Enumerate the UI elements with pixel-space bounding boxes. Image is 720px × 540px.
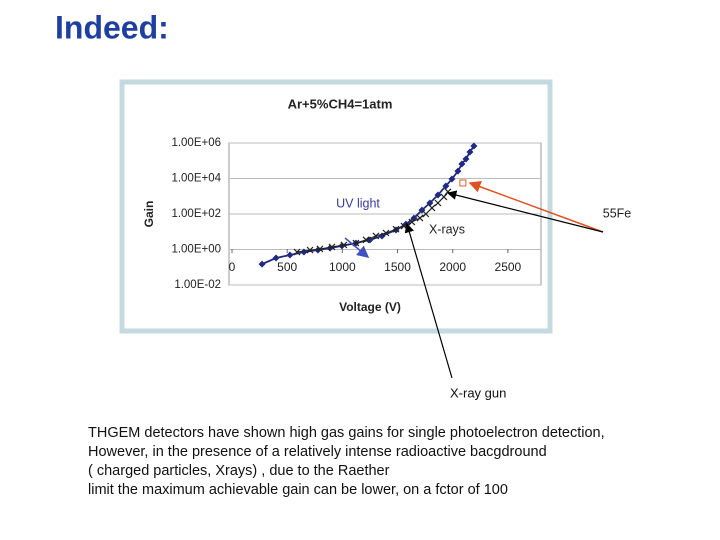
- x-tick-label: 1000: [329, 260, 356, 274]
- point: [466, 148, 474, 156]
- body-line: THGEM detectors have shown high gas gain…: [88, 425, 605, 441]
- chart-title: Ar+5%CH4=1atm: [288, 96, 393, 111]
- y-tick-label: 1.00E+04: [171, 173, 221, 185]
- point: [340, 241, 348, 249]
- heading: Indeed:: [55, 9, 169, 45]
- point: [454, 167, 462, 175]
- annotation: X-ray gun: [450, 385, 506, 400]
- point: [372, 232, 380, 240]
- point: [416, 214, 424, 222]
- point: [328, 243, 336, 251]
- point: [434, 191, 442, 199]
- point: [272, 254, 280, 262]
- point: [448, 175, 456, 183]
- y-tick-label: 1.00E+00: [171, 244, 221, 256]
- x-tick-label: 2000: [439, 260, 466, 274]
- point: [458, 160, 466, 168]
- point: [442, 182, 450, 190]
- point: [422, 210, 430, 218]
- point: [293, 248, 301, 256]
- point: [316, 245, 324, 253]
- series-label: X-rays: [429, 222, 465, 236]
- y-tick-label: 1.00E+02: [171, 208, 221, 220]
- series-label: 55Fe: [603, 206, 632, 220]
- body-line: limit the maximum achievable gain can be…: [88, 482, 508, 498]
- point: [382, 229, 390, 237]
- point: [459, 179, 467, 187]
- body-line: ( charged particles, Xrays) , due to the…: [88, 463, 390, 479]
- plot-area: 1.00E-02 1.00E+00 1.00E+02 1.00E+04 1.00E+06…: [171, 137, 542, 291]
- y-tick-label: 1.00E+06: [171, 137, 221, 149]
- series-label: UV light: [336, 196, 380, 210]
- y-axis-label: Gain: [142, 201, 156, 228]
- point: [426, 199, 434, 207]
- point: [306, 246, 314, 254]
- point: [362, 236, 370, 244]
- x-tick-label: 2500: [495, 260, 522, 274]
- arrow: [404, 222, 453, 379]
- body-line: However, in the presence of a relatively…: [88, 444, 547, 460]
- x-axis-label: Voltage (V): [339, 300, 401, 314]
- arrow: [344, 237, 370, 258]
- point: [286, 251, 294, 259]
- point: [440, 193, 448, 201]
- chart-frame: [119, 79, 553, 334]
- point: [258, 260, 266, 268]
- y-tick-label: 1.00E-02: [174, 279, 221, 291]
- arrow: [446, 190, 604, 233]
- point: [462, 155, 470, 163]
- point: [392, 225, 400, 233]
- arrow: [468, 180, 604, 233]
- x-tick-label: 1500: [384, 260, 411, 274]
- point: [434, 199, 442, 207]
- point: [470, 142, 478, 150]
- x-tick-label: 500: [277, 260, 297, 274]
- x-tick-label: 0: [229, 260, 236, 274]
- point: [428, 204, 436, 212]
